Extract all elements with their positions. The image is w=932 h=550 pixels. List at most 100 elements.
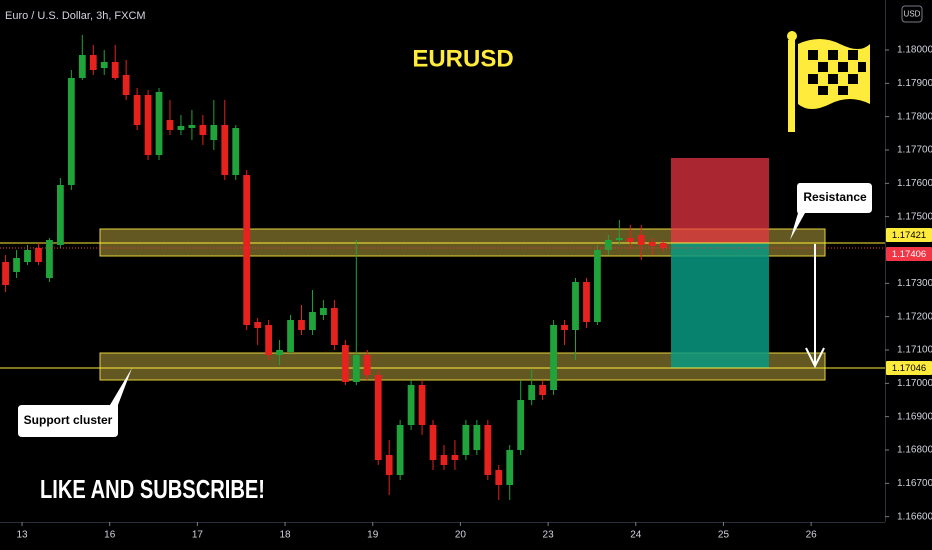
candle-body xyxy=(199,125,207,135)
candle-body xyxy=(506,450,514,485)
y-tick-label: 1.17000 xyxy=(897,378,932,389)
candle-body xyxy=(78,55,86,78)
x-tick-label: 16 xyxy=(104,530,116,541)
candle-body xyxy=(309,312,316,330)
x-tick-label: 19 xyxy=(367,530,379,541)
candle-body xyxy=(155,92,163,155)
y-tick-label: 1.17500 xyxy=(897,211,932,222)
y-tick-label: 1.17100 xyxy=(897,345,932,356)
candle-body xyxy=(166,120,174,130)
candle-body xyxy=(56,185,64,245)
candle-body xyxy=(583,282,590,322)
candle-body xyxy=(451,455,459,460)
candle-body xyxy=(100,62,108,68)
candle-body xyxy=(221,125,229,175)
price-tag-label: 1.17421 xyxy=(892,230,926,241)
chart-title: EURUSD xyxy=(412,45,513,72)
flag-icon xyxy=(787,31,870,132)
candle-body xyxy=(2,262,9,285)
candle-body xyxy=(13,258,20,272)
candle-body xyxy=(594,250,601,322)
candle-body xyxy=(177,126,185,130)
candle-body xyxy=(144,95,152,155)
candle-body xyxy=(276,350,283,355)
candle-body xyxy=(550,325,557,390)
candle-body xyxy=(659,243,667,248)
candle-body xyxy=(67,78,75,185)
candle-body xyxy=(418,385,426,425)
y-tick-label: 1.17600 xyxy=(897,178,932,189)
y-tick-label: 1.17900 xyxy=(897,78,932,89)
candle-body xyxy=(539,385,547,395)
x-tick-label: 24 xyxy=(630,530,642,541)
flag-knob xyxy=(787,31,797,41)
x-tick-label: 18 xyxy=(280,530,292,541)
candle-body xyxy=(210,125,218,140)
candle-body xyxy=(374,375,382,460)
support-label: Support cluster xyxy=(24,413,113,427)
candle-body xyxy=(484,425,492,475)
candle-body xyxy=(243,175,251,325)
y-tick-label: 1.16900 xyxy=(897,411,932,422)
candle-body xyxy=(188,125,196,128)
candle-body xyxy=(265,325,273,355)
candle-body xyxy=(396,425,404,475)
y-tick-label: 1.18000 xyxy=(897,45,932,56)
candle-body xyxy=(35,248,42,262)
x-tick-label: 23 xyxy=(543,530,555,541)
candle-body xyxy=(615,238,623,240)
x-tick-label: 26 xyxy=(806,530,818,541)
candle-body xyxy=(429,425,437,460)
resistance-label: Resistance xyxy=(803,190,867,204)
x-tick-label: 17 xyxy=(192,530,204,541)
price-tag-label: 1.17406 xyxy=(892,249,926,260)
candle-body xyxy=(572,282,579,330)
price-tag xyxy=(886,228,932,242)
candle-body xyxy=(495,470,503,485)
flag-checks xyxy=(808,50,866,95)
candle-body xyxy=(232,128,240,175)
candle-body xyxy=(517,400,525,450)
y-tick-label: 1.16600 xyxy=(897,511,932,522)
resistance-callout: Resistance xyxy=(790,183,872,240)
candle-body xyxy=(111,62,119,78)
candle-body xyxy=(122,75,130,95)
currency: USD xyxy=(904,10,921,19)
candle-body xyxy=(440,455,448,465)
candle-body xyxy=(473,425,481,450)
callout-box xyxy=(18,368,132,437)
candle-body xyxy=(648,242,656,246)
target-zone xyxy=(671,243,769,368)
y-tick-label: 1.16700 xyxy=(897,478,932,489)
arrow xyxy=(805,244,825,369)
y-tick-label: 1.17800 xyxy=(897,111,932,122)
candle-body xyxy=(561,325,568,330)
candle-body xyxy=(637,235,645,245)
cta-text: LIKE AND SUBSCRIBE! xyxy=(40,474,265,504)
plot xyxy=(0,35,885,500)
candle-body xyxy=(626,238,634,242)
candle-body xyxy=(352,355,360,382)
candle-body xyxy=(341,345,349,382)
y-tick-label: 1.17200 xyxy=(897,311,932,322)
candle-body xyxy=(462,425,470,455)
candle-body xyxy=(298,320,305,330)
price-tag xyxy=(886,247,932,261)
candle-body xyxy=(320,308,327,315)
candle-body xyxy=(363,355,371,375)
candle-body xyxy=(24,250,31,262)
y-tick-label: 1.17700 xyxy=(897,145,932,156)
candle-body xyxy=(133,95,141,125)
symbol-header: Euro / U.S. Dollar, 3h, FXCM xyxy=(5,10,146,22)
flag-pole xyxy=(788,40,795,132)
arrow-head xyxy=(805,347,825,369)
candle-body xyxy=(254,322,262,328)
candle-body xyxy=(528,385,536,400)
price-tag-label: 1.17046 xyxy=(892,363,926,374)
candle-body xyxy=(89,55,97,70)
candle-body xyxy=(287,320,294,352)
candle-body xyxy=(330,308,338,345)
x-tick-label: 13 xyxy=(16,530,28,541)
support-callout: Support cluster xyxy=(18,368,132,437)
